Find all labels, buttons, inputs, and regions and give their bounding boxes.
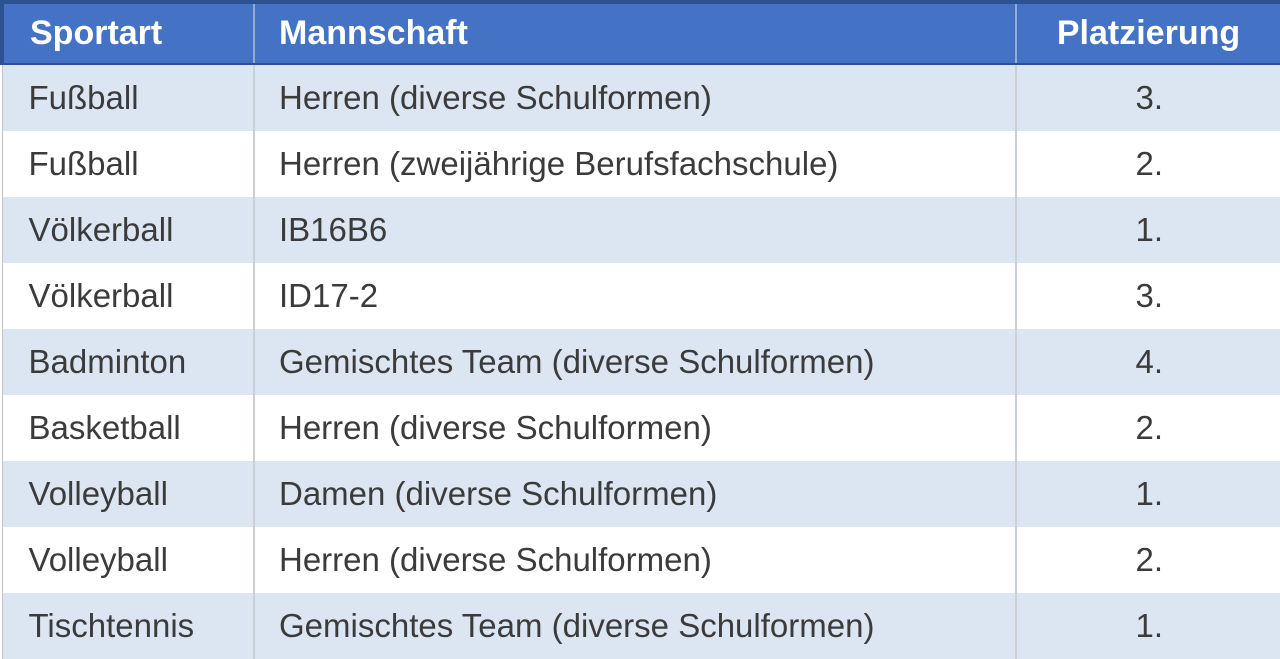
cell-sportart: Volleyball [1, 461, 255, 527]
cell-mannschaft: Herren (diverse Schulformen) [254, 395, 1017, 461]
cell-platzierung: 2. [1016, 527, 1280, 593]
cell-platzierung: 2. [1016, 395, 1280, 461]
cell-mannschaft: Herren (diverse Schulformen) [254, 527, 1017, 593]
cell-sportart: Basketball [1, 395, 255, 461]
cell-platzierung: 2. [1016, 131, 1280, 197]
cell-platzierung: 1. [1016, 197, 1280, 263]
column-header-mannschaft: Mannschaft [254, 0, 1017, 65]
cell-sportart: Fußball [1, 64, 255, 131]
cell-sportart: Volleyball [1, 527, 255, 593]
cell-mannschaft: IB16B6 [254, 197, 1017, 263]
cell-sportart: Badminton [1, 329, 255, 395]
column-header-platzierung: Platzierung [1016, 0, 1280, 65]
cell-platzierung: 1. [1016, 593, 1280, 659]
header-row: Sportart Mannschaft Platzierung [0, 0, 1280, 65]
table-row: Tischtennis Gemischtes Team (diverse Schu… [1, 593, 1280, 659]
table-row: Volleyball Damen (diverse Schulformen) 1. [1, 461, 1280, 527]
table-row: Völkerball IB16B6 1. [1, 197, 1280, 263]
cell-platzierung: 4. [1016, 329, 1280, 395]
cell-sportart: Fußball [1, 131, 255, 197]
table-row: Völkerball ID17-2 3. [1, 263, 1280, 329]
cell-mannschaft: ID17-2 [254, 263, 1017, 329]
table-row: Fußball Herren (zweijährige Berufsfachsch… [1, 131, 1280, 197]
cell-mannschaft: Herren (diverse Schulformen) [254, 64, 1017, 131]
cell-mannschaft: Gemischtes Team (diverse Schulformen) [254, 593, 1017, 659]
cell-sportart: Völkerball [1, 263, 255, 329]
cell-mannschaft: Herren (zweijährige Berufsfachschule) [254, 131, 1017, 197]
table-header: Sportart Mannschaft Platzierung [0, 0, 1280, 65]
table-row: Fußball Herren (diverse Schulformen) 3. [1, 64, 1280, 131]
cell-platzierung: 3. [1016, 263, 1280, 329]
column-header-sportart: Sportart [0, 0, 255, 65]
table-row: Volleyball Herren (diverse Schulformen) 2. [1, 527, 1280, 593]
table-body: Fußball Herren (diverse Schulformen) 3. Fuß… [1, 64, 1280, 659]
cell-sportart: Völkerball [1, 197, 255, 263]
table-row: Basketball Herren (diverse Schulformen) 2. [1, 395, 1280, 461]
table-row: Badminton Gemischtes Team (diverse Schulf… [1, 329, 1280, 395]
cell-platzierung: 3. [1016, 64, 1280, 131]
cell-sportart: Tischtennis [1, 593, 255, 659]
cell-platzierung: 1. [1016, 461, 1280, 527]
cell-mannschaft: Damen (diverse Schulformen) [254, 461, 1017, 527]
cell-mannschaft: Gemischtes Team (diverse Schulformen) [254, 329, 1017, 395]
